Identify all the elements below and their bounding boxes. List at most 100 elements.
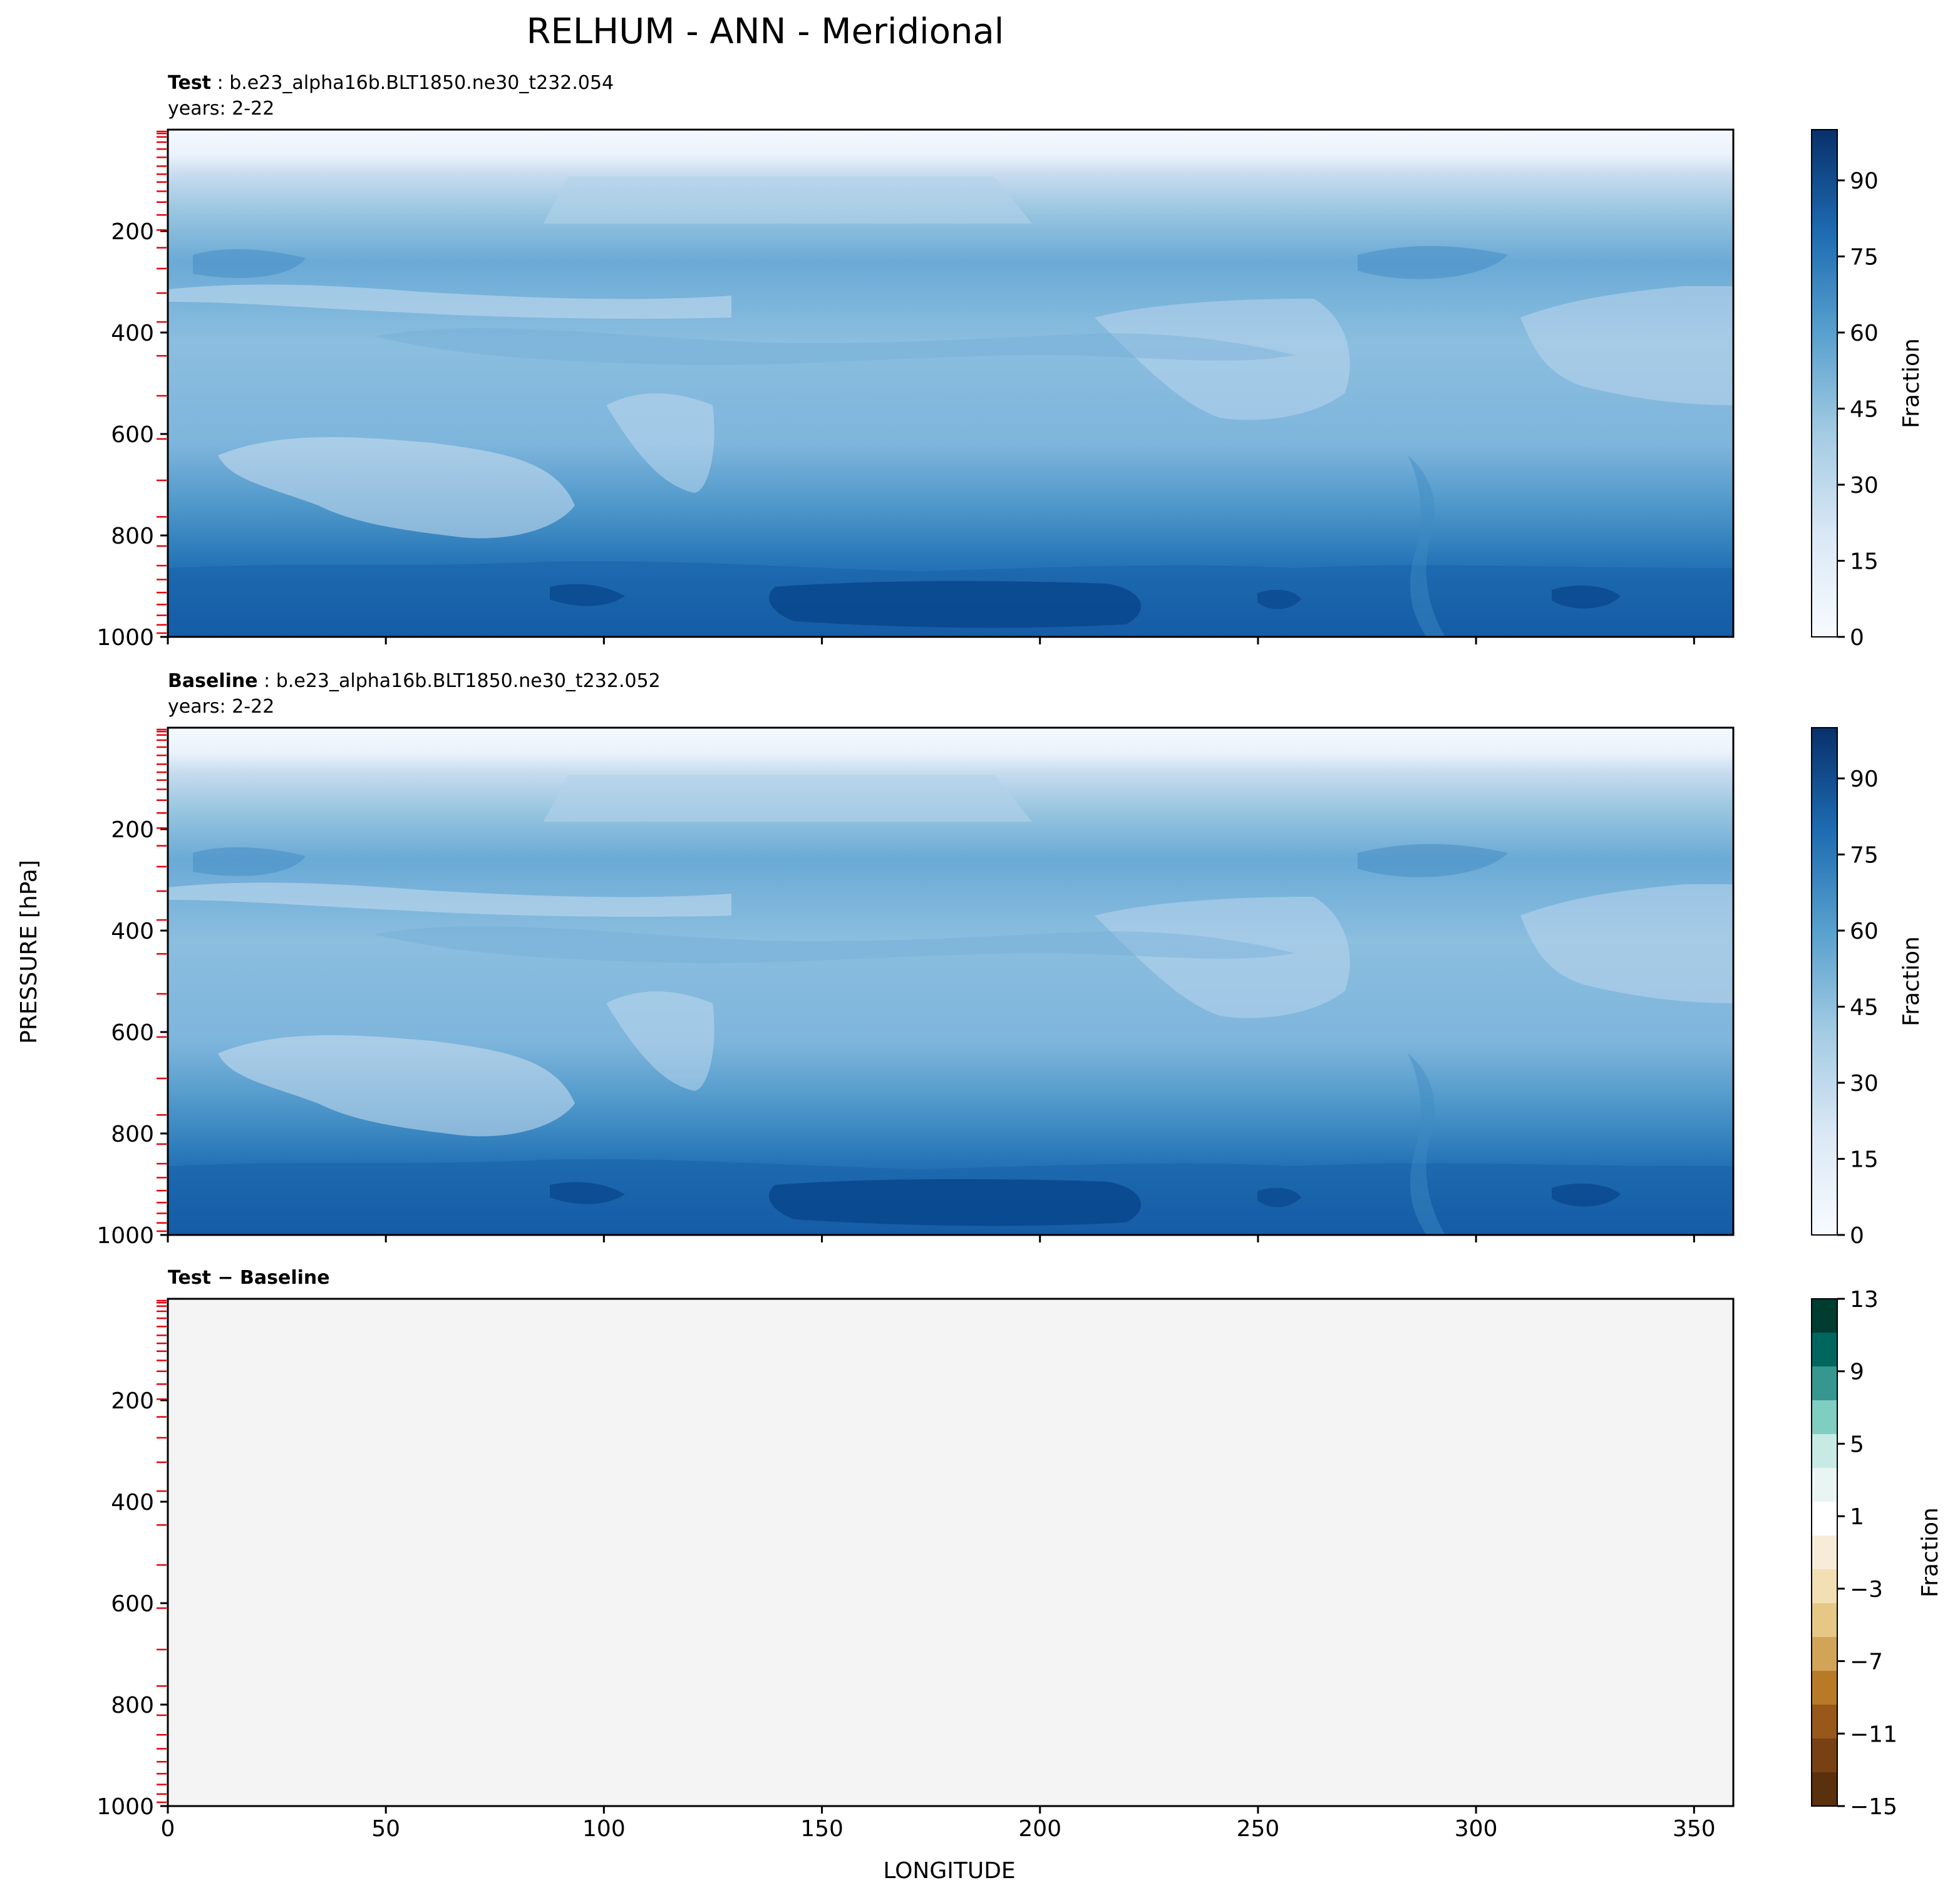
colorbar-tick-label: 30 xyxy=(1850,473,1879,498)
colorbar-tick-label: 0 xyxy=(1850,1223,1864,1249)
colorbar-tick-label: −3 xyxy=(1850,1577,1883,1603)
panel-test-plot-area xyxy=(168,130,1733,637)
y-tick-label: 600 xyxy=(111,1020,154,1046)
panel-test-frame xyxy=(167,128,1735,638)
panel-test-colorbar-label: Fraction xyxy=(1899,338,1924,428)
y-tick-label: 200 xyxy=(111,1388,154,1414)
panel-test-xticks xyxy=(167,637,1695,644)
y-tick-label: 400 xyxy=(111,919,154,944)
panel-difference-colorbar xyxy=(1812,1299,1837,1807)
colorbar-tick-label: 9 xyxy=(1850,1360,1864,1385)
y-tick-label: 1000 xyxy=(96,625,154,651)
colorbar-level-block xyxy=(1812,1333,1837,1367)
x-tick-label: 100 xyxy=(582,1816,626,1842)
panel-baseline-title-bold: Baseline xyxy=(168,670,258,692)
panel-difference-xticks: 0 50 100 150 200 250 300 350 xyxy=(161,1806,1716,1842)
colorbar-level-block xyxy=(1812,1299,1837,1333)
colorbar-level-block xyxy=(1812,1603,1837,1638)
colorbar-tick-label: 5 xyxy=(1850,1432,1864,1457)
colorbar-tick-label: 60 xyxy=(1850,919,1879,944)
colorbar-level-block xyxy=(1812,1772,1837,1807)
colorbar-level-block xyxy=(1812,1366,1837,1401)
x-tick-label: 350 xyxy=(1673,1816,1716,1842)
y-tick-label: 800 xyxy=(111,1122,154,1147)
panel-difference-colorbar-label: Fraction xyxy=(1917,1507,1943,1598)
x-tick-label: 250 xyxy=(1237,1816,1280,1842)
figure-title: RELHUM - ANN - Meridional xyxy=(527,11,1004,52)
panel-baseline: Baseline : b.e23_alpha16b.BLT1850.ne30_t… xyxy=(96,670,1924,1249)
colorbar-tick-label: 90 xyxy=(1850,767,1879,792)
colorbar-tick-label: 15 xyxy=(1850,549,1879,575)
panel-difference-colorbar-ticks: 13 9 5 1 −3 −7 −11 −15 xyxy=(1837,1287,1897,1820)
panel-test: Test : b.e23_alpha16b.BLT1850.ne30_t232.… xyxy=(96,72,1924,651)
y-tick-label: 1000 xyxy=(96,1794,154,1820)
colorbar-tick-label: 75 xyxy=(1850,843,1879,869)
colorbar-tick-label: 90 xyxy=(1850,168,1879,194)
y-tick-label: 200 xyxy=(111,219,154,245)
y-tick-label: 400 xyxy=(111,1490,154,1515)
panel-baseline-xticks xyxy=(167,1235,1695,1242)
x-tick-label: 50 xyxy=(371,1816,400,1842)
panel-test-colorbar-ticks: 0 15 30 45 60 75 90 xyxy=(1837,168,1879,651)
colorbar-tick-label: −15 xyxy=(1850,1794,1897,1820)
panel-baseline-level-ticks xyxy=(157,728,167,1232)
panel-test-title-case: : b.e23_alpha16b.BLT1850.ne30_t232.054 xyxy=(217,72,614,94)
colorbar-level-block xyxy=(1812,1569,1837,1604)
colorbar-tick-label: 15 xyxy=(1850,1147,1879,1173)
panel-difference-yticks: 200 400 600 800 1000 xyxy=(96,1388,168,1820)
colorbar-tick-label: −11 xyxy=(1850,1722,1897,1747)
panel-difference-title: Test − Baseline xyxy=(168,1267,330,1289)
panel-test-yticks: 200 400 600 800 1000 xyxy=(96,219,168,651)
x-tick-label: 0 xyxy=(161,1816,175,1842)
y-tick-label: 800 xyxy=(111,524,154,549)
panel-difference: Test − Baseline 200 400 600 800 1000 0 50 100 1… xyxy=(96,1267,1943,1842)
panel-test-years: years: 2-22 xyxy=(168,98,274,120)
colorbar-level-block xyxy=(1812,1637,1837,1671)
y-tick-label: 200 xyxy=(111,817,154,843)
colorbar-tick-label: 60 xyxy=(1850,321,1879,346)
colorbar-level-block xyxy=(1812,1738,1837,1773)
panel-difference-level-ticks xyxy=(157,1299,167,1804)
x-axis-label: LONGITUDE xyxy=(883,1858,1015,1884)
panel-test-title-bold: Test xyxy=(168,72,211,94)
panel-baseline-colorbar-ticks: 0 15 30 45 60 75 90 xyxy=(1837,767,1879,1249)
x-tick-label: 150 xyxy=(800,1816,843,1842)
y-tick-label: 800 xyxy=(111,1693,154,1718)
colorbar-level-block xyxy=(1812,1536,1837,1570)
colorbar-level-block xyxy=(1812,1502,1837,1536)
panel-test-title: Test : b.e23_alpha16b.BLT1850.ne30_t232.… xyxy=(168,72,614,94)
colorbar-level-block xyxy=(1812,1434,1837,1469)
y-tick-label: 1000 xyxy=(96,1223,154,1249)
y-tick-label: 400 xyxy=(111,321,154,346)
panel-baseline-colorbar xyxy=(1811,727,1838,1236)
panel-baseline-years: years: 2-22 xyxy=(168,696,274,718)
panel-baseline-plot-area xyxy=(168,728,1733,1235)
colorbar-tick-label: 0 xyxy=(1850,625,1864,651)
y-tick-label: 600 xyxy=(111,1591,154,1617)
colorbar-level-block xyxy=(1812,1671,1837,1705)
colorbar-tick-label: 30 xyxy=(1850,1071,1879,1097)
panel-baseline-colorbar-label: Fraction xyxy=(1899,936,1924,1026)
x-tick-label: 300 xyxy=(1455,1816,1498,1842)
colorbar-level-block xyxy=(1812,1400,1837,1435)
panel-difference-colorbar-frame xyxy=(1811,1298,1838,1807)
panel-difference-plot-area xyxy=(168,1299,1733,1806)
panel-test-colorbar xyxy=(1811,129,1838,638)
panel-difference-frame xyxy=(167,1298,1735,1807)
colorbar-tick-label: 45 xyxy=(1850,397,1879,423)
colorbar-tick-label: −7 xyxy=(1850,1650,1883,1675)
panel-baseline-title: Baseline : b.e23_alpha16b.BLT1850.ne30_t… xyxy=(168,670,661,692)
y-tick-label: 600 xyxy=(111,422,154,448)
colorbar-tick-label: 45 xyxy=(1850,995,1879,1021)
colorbar-level-block xyxy=(1812,1468,1837,1502)
y-axis-label: PRESSURE [hPa] xyxy=(16,860,42,1044)
panel-baseline-yticks: 200 400 600 800 1000 xyxy=(96,817,168,1249)
panel-test-level-ticks xyxy=(157,130,167,634)
x-tick-label: 200 xyxy=(1018,1816,1061,1842)
colorbar-tick-label: 13 xyxy=(1850,1287,1879,1313)
colorbar-tick-label: 1 xyxy=(1850,1504,1864,1530)
panel-baseline-title-case: : b.e23_alpha16b.BLT1850.ne30_t232.052 xyxy=(264,670,661,692)
colorbar-tick-label: 75 xyxy=(1850,245,1879,271)
colorbar-level-block xyxy=(1812,1705,1837,1739)
